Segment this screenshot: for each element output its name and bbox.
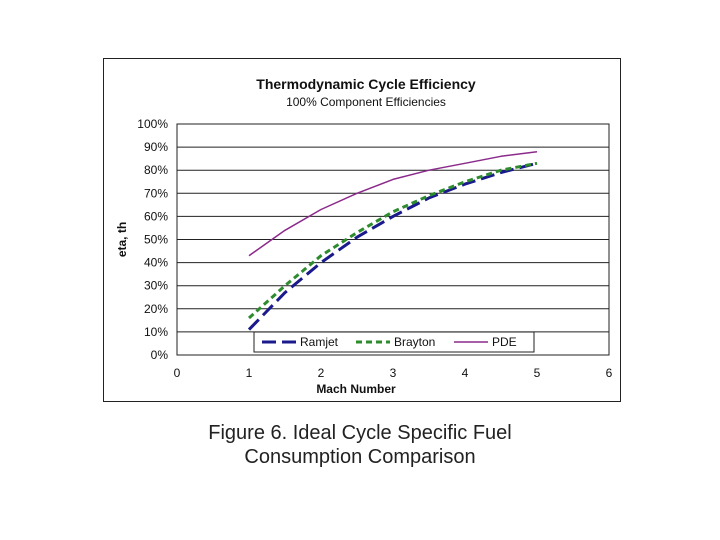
legend-label-ramjet: Ramjet [300,335,339,349]
chart-subtitle: 100% Component Efficiencies [286,95,446,109]
legend-items: Ramjet Brayton PDE [262,335,517,349]
y-tick-label: 90% [144,140,168,154]
x-tick-label: 1 [246,366,253,380]
chart-title: Thermodynamic Cycle Efficiency [256,76,476,92]
y-tick-labels: 0% 10% 20% 30% 40% 50% 60% 70% 80% 90% 100% [137,117,168,362]
series-line-brayton [247,161,538,320]
figure-caption: Figure 6. Ideal Cycle Specific Fuel Cons… [150,421,570,469]
x-tick-label: 2 [318,366,325,380]
x-tick-label: 0 [174,366,181,380]
legend-box [253,331,535,353]
y-tick-label: 10% [144,325,168,339]
chart-svg: Thermodynamic Cycle Efficiency 100% Comp… [115,76,613,396]
y-tick-label: 20% [144,302,168,316]
y-tick-label: 80% [144,163,168,177]
x-tick-label: 6 [606,366,613,380]
caption-line-1: Figure 6. Ideal Cycle Specific Fuel [208,422,512,444]
y-tick-label: 0% [151,348,169,362]
y-tick-label: 30% [144,279,168,293]
y-axis-label: eta, th [115,222,129,257]
chart-frame: Thermodynamic Cycle Efficiency 100% Comp… [103,58,621,402]
y-tick-label: 70% [144,186,168,200]
legend-label-pde: PDE [492,335,517,349]
x-tick-labels: 0 1 2 3 4 5 6 [174,366,613,380]
y-tick-label: 40% [144,256,168,270]
series-lines [247,150,538,331]
series-line-ramjet [247,161,538,331]
x-axis-label: Mach Number [316,382,396,396]
series-line-pde [248,150,538,257]
x-tick-label: 4 [462,366,469,380]
x-tick-label: 5 [534,366,541,380]
y-tick-label: 50% [144,233,168,247]
legend-label-brayton: Brayton [394,335,435,349]
y-tick-label: 60% [144,209,168,223]
legend: Ramjet Brayton PDE [253,331,535,353]
caption-line-2: Consumption Comparison [244,446,476,468]
x-tick-label: 3 [390,366,397,380]
y-tick-label: 100% [137,117,168,131]
